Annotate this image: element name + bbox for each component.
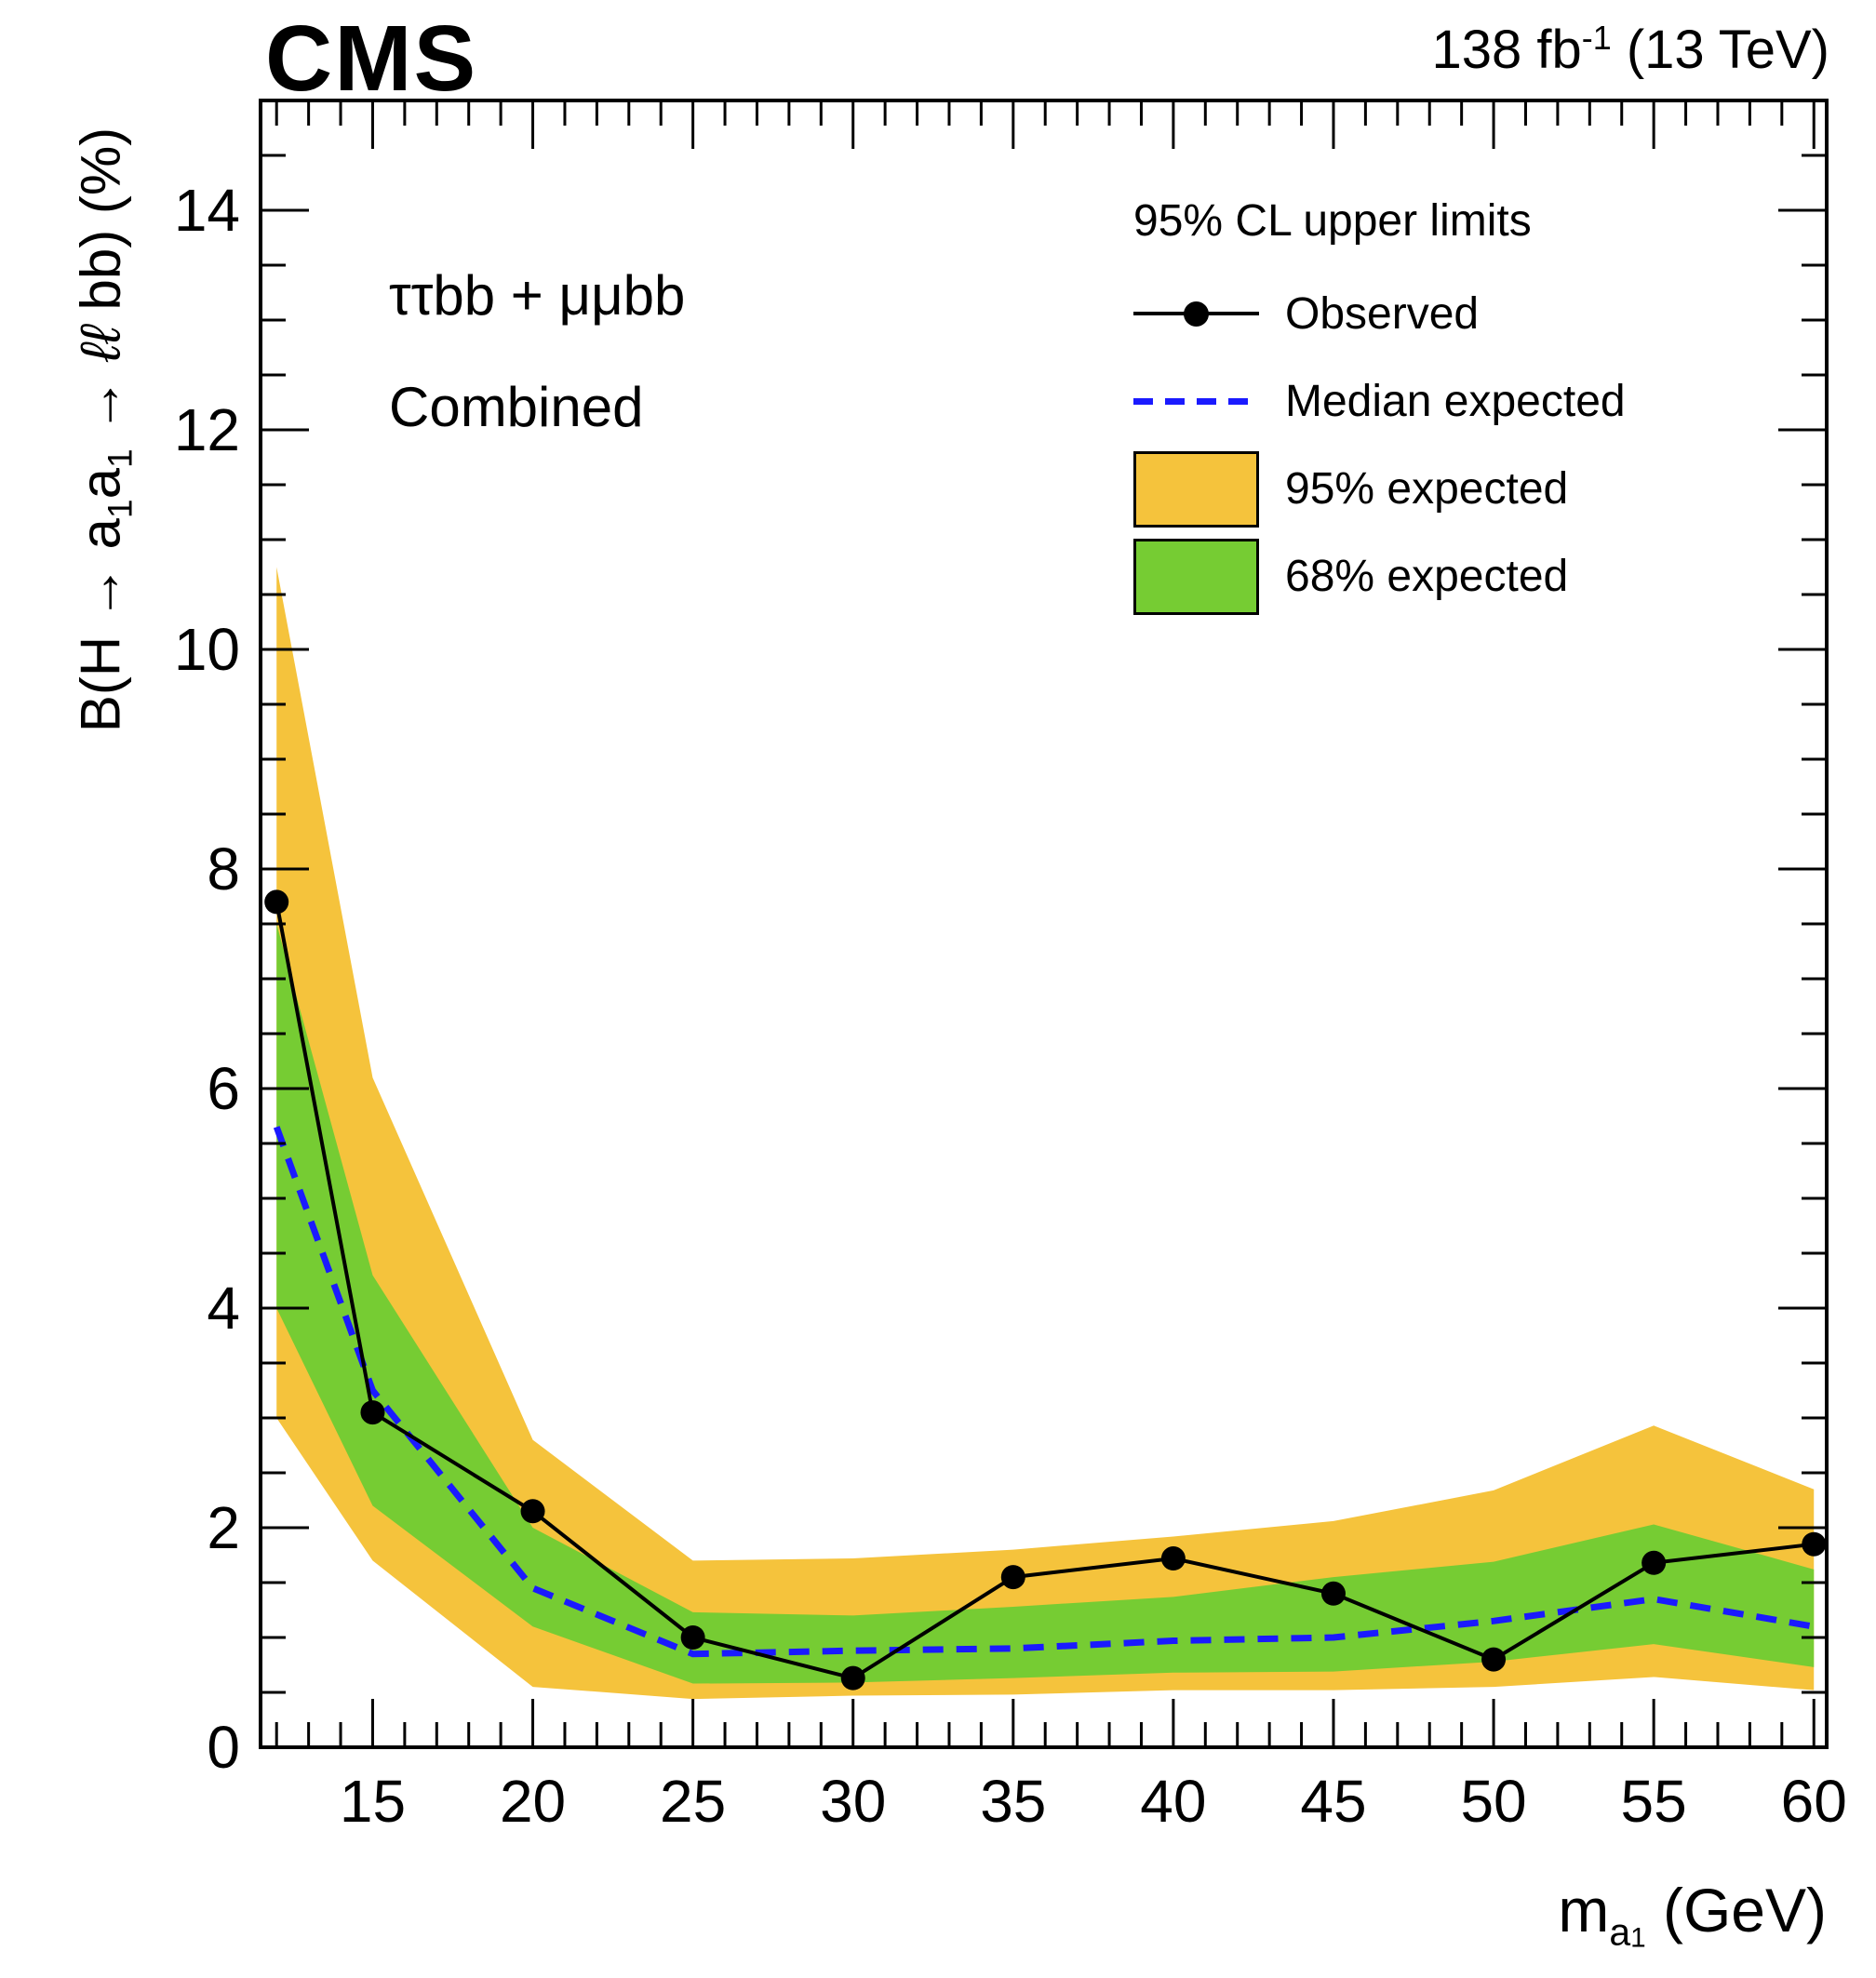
y-tick-label: 2	[207, 1494, 240, 1561]
observed-marker-icon	[1133, 280, 1259, 347]
x-tick-label: 35	[980, 1768, 1046, 1835]
channel-label: ττbb + μμbb	[389, 264, 686, 327]
y-tick-label: 12	[174, 396, 240, 463]
legend-label-band95: 95% expected	[1285, 463, 1569, 514]
observed-marker	[360, 1400, 385, 1425]
observed-marker	[840, 1665, 865, 1691]
dataset-label: Combined	[389, 376, 644, 438]
x-tick-label: 45	[1300, 1768, 1366, 1835]
y-tick-label: 14	[174, 177, 240, 244]
x-tick-label: 55	[1621, 1768, 1687, 1835]
band95-swatch-icon	[1133, 451, 1259, 528]
observed-marker	[1160, 1546, 1186, 1571]
observed-marker	[1000, 1565, 1025, 1590]
observed-marker	[264, 889, 289, 915]
y-tick-label: 6	[207, 1055, 240, 1122]
legend-item-band95: 95% expected	[1117, 451, 1842, 528]
x-tick-label: 50	[1460, 1768, 1526, 1835]
legend-title: 95% CL upper limits	[1133, 196, 1532, 246]
x-tick-label: 25	[660, 1768, 726, 1835]
y-tick-label: 4	[207, 1275, 240, 1342]
x-tick-label: 30	[820, 1768, 886, 1835]
observed-marker	[520, 1499, 545, 1524]
legend-item-observed: Observed	[1117, 280, 1842, 347]
legend: 95% CL upper limits Observed Median expe…	[1117, 195, 1842, 630]
x-tick-label: 60	[1781, 1768, 1847, 1835]
median-dashed-icon	[1133, 368, 1259, 434]
observed-marker	[1481, 1647, 1507, 1672]
median-expected-line	[273, 1126, 1815, 1658]
legend-label-observed: Observed	[1285, 288, 1480, 339]
observed-marker	[680, 1625, 705, 1650]
legend-label-band68: 68% expected	[1285, 551, 1569, 601]
band68-swatch-icon	[1133, 539, 1259, 615]
y-tick-label: 10	[174, 616, 240, 683]
observed-marker	[1642, 1550, 1667, 1575]
y-tick-label: 0	[207, 1714, 240, 1781]
band-68-expected	[276, 924, 1815, 1684]
x-tick-label: 40	[1140, 1768, 1206, 1835]
observed-marker	[1802, 1531, 1827, 1557]
legend-item-median: Median expected	[1117, 368, 1842, 434]
y-tick-label: 8	[207, 835, 240, 902]
observed-marker	[1320, 1581, 1346, 1606]
legend-item-band68: 68% expected	[1117, 539, 1842, 615]
luminosity-label: 138 fb-1 (13 TeV)	[1431, 19, 1830, 80]
y-axis-title: B(H → a1a1 → ℓℓ bb) (%)	[69, 127, 140, 733]
x-axis-title: ma1 (GeV)	[1558, 1876, 1827, 1954]
x-tick-label: 15	[340, 1768, 406, 1835]
legend-label-median: Median expected	[1285, 376, 1626, 426]
x-tick-label: 20	[500, 1768, 566, 1835]
experiment-label: CMS	[265, 7, 478, 111]
